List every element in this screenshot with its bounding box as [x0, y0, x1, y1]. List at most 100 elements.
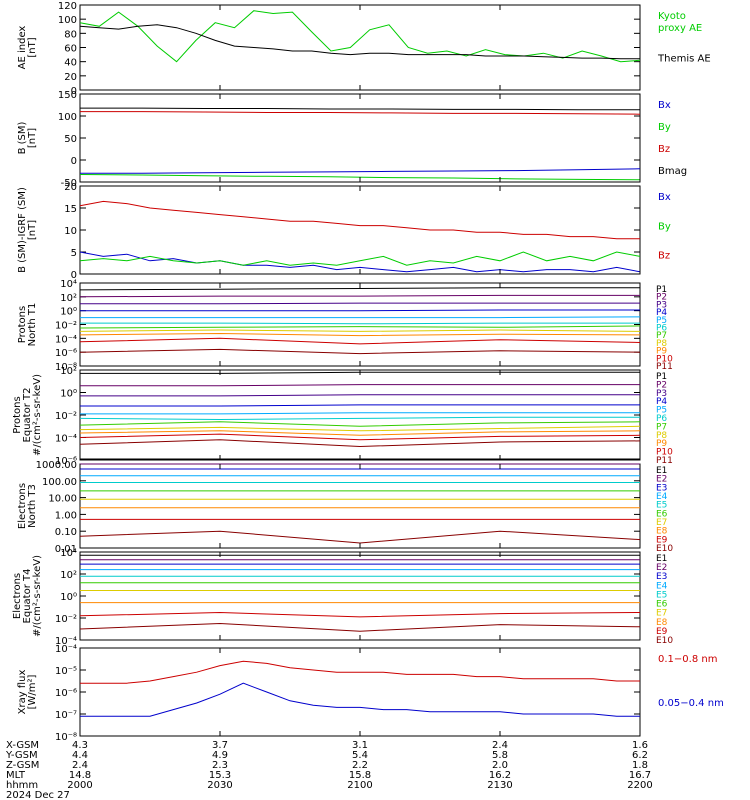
electrons_t4-ytick-label: 10²: [60, 570, 77, 581]
bsm-ylabel: B (SM): [17, 121, 28, 154]
electrons_t4-legend-e7: E7: [656, 609, 667, 619]
ephemeris-value: 16.2: [489, 770, 511, 781]
ephemeris-value: 6.2: [632, 750, 648, 761]
electrons_t3-legend-e10: E10: [656, 544, 673, 554]
electrons_t3-frame: [79, 463, 641, 549]
electrons_t4-ylabel: Equator T4: [22, 569, 33, 624]
electrons_t4-legend-e1: E1: [656, 554, 667, 564]
ephemeris-value: 2030: [207, 780, 232, 791]
electrons_t3-ytick-label: 0.10: [55, 527, 77, 538]
electrons_t4-ytick-label: 10⁴: [60, 548, 77, 559]
xray-frame: [79, 647, 641, 737]
electrons_t4-ylabel: Electrons: [12, 573, 23, 619]
protons_t1-legend-p11: P11: [656, 362, 673, 372]
electrons_t3-ytick-label: 100.00: [42, 477, 77, 488]
ephemeris-value: 2130: [487, 780, 512, 791]
protons_t2-series-p5: [80, 412, 640, 415]
ae-ytick-label: 40: [64, 58, 77, 69]
protons_t1-legend-p1: P1: [656, 285, 667, 295]
protons_t2-legend-p10: P10: [656, 448, 673, 458]
protons_t1-series-p8: [79, 329, 641, 332]
ephemeris-value: 5.8: [492, 750, 508, 761]
ae-ytick-label: 80: [64, 29, 77, 40]
protons_t2-legend-p1: P1: [656, 372, 667, 382]
bigrf-legend-bx: Bx: [658, 192, 671, 203]
ephemeris-value: 16.7: [629, 770, 651, 781]
bsm-ytick-label: -50: [61, 178, 77, 189]
ephemeris-value: 5.4: [352, 750, 368, 761]
electrons_t3-legend-e7: E7: [656, 518, 667, 528]
ephemeris-value: 15.3: [209, 770, 231, 781]
protons_t2-series-p3: [80, 394, 640, 397]
ephemeris-value: 1.8: [632, 760, 648, 771]
xray-ylabel: Xray flux: [17, 670, 28, 715]
ephemeris-label: X-GSM: [6, 740, 39, 751]
protons_t2-ylabel: Protons: [12, 396, 23, 433]
protons_t2-series-p7: [79, 421, 641, 427]
protons_t2-legend-p6: P6: [656, 414, 667, 424]
bsm-ytick-label: 100: [58, 112, 77, 123]
electrons_t4-ytick-label: 10⁻⁴: [55, 636, 77, 647]
protons_t2-legend-p9: P9: [656, 439, 667, 449]
bsm-frame: [79, 93, 641, 183]
ae-ytick-label: 0: [71, 86, 77, 97]
bigrf-ytick-label: 15: [64, 204, 77, 215]
protons_t2-ytick-label: 10⁻⁶: [55, 456, 77, 467]
xray-ytick-label: 10⁻⁴: [55, 644, 77, 655]
xray-ytick-label: 10⁻⁶: [55, 688, 77, 699]
bigrf-legend-bz: Bz: [658, 251, 670, 262]
ephemeris-value: 2.4: [72, 760, 88, 771]
bigrf-series-by: [79, 251, 641, 266]
electrons_t3-ytick-label: 10.00: [48, 494, 77, 505]
ephemeris-value: 4.3: [72, 740, 88, 751]
protons_t1-ytick-label: 10⁻⁸: [55, 362, 77, 373]
electrons_t3-series-e10: [79, 530, 641, 544]
protons_t1-series-p10: [79, 337, 641, 345]
bsm-legend-by: By: [658, 122, 671, 133]
protons_t2-legend-p7: P7: [656, 422, 667, 432]
xray-ytick-label: 10⁻⁸: [55, 732, 77, 743]
electrons_t3-legend-e3: E3: [656, 483, 667, 493]
protons_t1-legend-p2: P2: [656, 293, 667, 303]
bigrf-ytick-label: 5: [71, 248, 77, 259]
protons_t2-series-p11: [79, 439, 641, 448]
protons_t2-ylabel: #/(cm²-s-sr-keV): [32, 374, 43, 456]
date-label: 2024 Dec 27: [6, 790, 70, 800]
bigrf-ytick-label: 10: [64, 226, 77, 237]
protons_t1-legend-p4: P4: [656, 308, 667, 318]
xray-series-0-1-0-8-nm: [80, 660, 640, 684]
bigrf-ylabel: [nT]: [27, 220, 38, 240]
ephemeris-value: 1.6: [632, 740, 648, 751]
protons_t2-legend-p11: P11: [656, 456, 673, 466]
electrons_t3-legend-e9: E9: [656, 535, 668, 545]
ephemeris-label: MLT: [6, 770, 26, 781]
ephemeris-label: Y-GSM: [5, 750, 38, 761]
ephemeris-value: 2000: [67, 780, 92, 791]
ephemeris-label: Z-GSM: [6, 760, 39, 771]
protons_t2-legend-p8: P8: [656, 431, 667, 441]
ephemeris-value: 2.4: [492, 740, 508, 751]
ephemeris-value: 2100: [347, 780, 372, 791]
xray-legend-0-1-0-8-nm: 0.1−0.8 nm: [658, 654, 717, 665]
protons_t2-ytick-label: 10²: [60, 366, 77, 377]
protons_t1-legend-p6: P6: [656, 324, 667, 334]
protons_t1-legend-p5: P5: [656, 316, 667, 326]
electrons_t4-legend-e4: E4: [656, 581, 668, 591]
electrons_t4-legend-e2: E2: [656, 563, 667, 573]
electrons_t4-legend-e3: E3: [656, 572, 667, 582]
xray-ylabel: [W/m²]: [27, 674, 38, 709]
bsm-series-bz: [80, 111, 641, 115]
protons_t2-series-p10: [79, 433, 641, 441]
ephemeris-value: 2.0: [492, 760, 508, 771]
protons_t2-ytick-label: 10⁻⁴: [55, 434, 77, 445]
protons_t2-ytick-label: 10⁻²: [55, 411, 77, 422]
bsm-series-bx: [80, 168, 641, 174]
bigrf-series-bz: [79, 200, 640, 240]
electrons_t3-ytick-label: 0.01: [55, 544, 77, 555]
electrons_t3-ytick-label: 1000.00: [36, 460, 77, 471]
ae-series-kyoto-proxy-ae: [79, 10, 641, 63]
bsm-ylabel: [nT]: [27, 128, 38, 148]
protons_t2-series-p2: [80, 384, 640, 387]
ephemeris-value: 2.3: [212, 760, 228, 771]
ephemeris-label: hhmm: [6, 780, 38, 791]
